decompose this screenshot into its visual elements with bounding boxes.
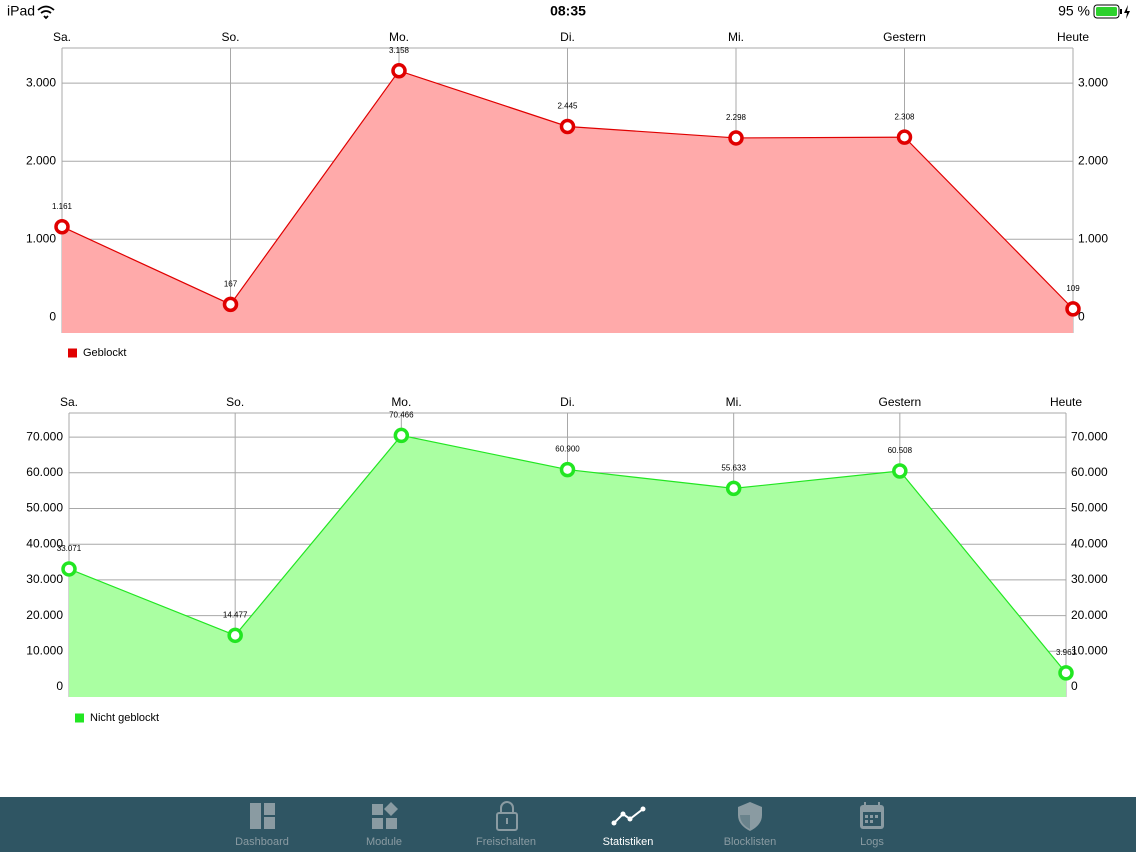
data-label: 109 — [1066, 284, 1080, 293]
x-tick-label: So. — [226, 395, 244, 409]
y-tick-label: 3.000 — [26, 75, 56, 89]
data-point — [1065, 301, 1081, 317]
data-label: 3.158 — [389, 46, 410, 55]
y-tick-label: 40.000 — [26, 536, 63, 550]
data-label: 2.298 — [726, 113, 747, 122]
tab-label[interactable]: Statistiken — [603, 836, 654, 848]
x-tick-label: Gestern — [878, 395, 921, 409]
y-tick-label-right: 1.000 — [1078, 231, 1108, 245]
shield-icon — [738, 802, 762, 831]
data-label: 33.071 — [57, 544, 82, 553]
y-tick-label-right: 70.000 — [1071, 429, 1108, 443]
y-tick-label: 10.000 — [26, 643, 63, 657]
tab-label[interactable]: Dashboard — [235, 836, 289, 848]
tab-label[interactable]: Module — [366, 836, 402, 848]
x-tick-label: Di. — [560, 395, 575, 409]
y-tick-label-right: 20.000 — [1071, 608, 1108, 622]
unlock-icon — [496, 801, 518, 831]
data-point — [725, 480, 742, 497]
y-tick-label-right: 10.000 — [1071, 643, 1108, 657]
data-label: 70.466 — [389, 411, 414, 420]
y-tick-label-right: 2.000 — [1078, 153, 1108, 167]
x-tick-label: Heute — [1050, 395, 1082, 409]
chart: Sa. So. Mo. Di. Mi. Gestern Heute 0 0 1.000 1.000 2… — [26, 30, 1108, 359]
tab-label[interactable]: Blocklisten — [724, 836, 777, 848]
data-label: 167 — [224, 279, 238, 288]
area-fill — [69, 435, 1066, 697]
y-tick-label-right: 0 — [1071, 679, 1078, 693]
data-point — [1058, 665, 1074, 681]
x-tick-label: Gestern — [883, 30, 926, 44]
data-label: 60.900 — [555, 445, 580, 454]
y-tick-label: 30.000 — [26, 572, 63, 586]
data-point — [896, 129, 913, 145]
y-tick-label: 0 — [49, 310, 56, 324]
tab-label[interactable]: Logs — [860, 836, 884, 848]
y-tick-label-right: 3.000 — [1078, 75, 1108, 89]
y-tick-label-right: 60.000 — [1071, 465, 1108, 479]
logs-icon — [860, 802, 884, 829]
y-tick-label: 0 — [56, 679, 63, 693]
tab-label[interactable]: Freischalten — [476, 836, 536, 848]
chart: Sa. So. Mo. Di. Mi. Gestern Heute 0 0 10.000 10.00… — [26, 395, 1108, 724]
battery-icon — [1093, 4, 1130, 19]
data-label: 14.477 — [223, 610, 248, 619]
x-tick-label: Mo. — [391, 395, 411, 409]
module-icon — [372, 802, 398, 829]
x-tick-label: So. — [221, 30, 239, 44]
x-tick-label: Heute — [1057, 30, 1089, 44]
data-point — [227, 627, 243, 644]
y-tick-label-right: 0 — [1078, 310, 1085, 324]
x-tick-label: Di. — [560, 30, 575, 44]
data-point — [728, 130, 744, 146]
x-tick-label: Sa. — [60, 395, 78, 409]
stats-icon — [611, 806, 646, 826]
legend-swatch — [75, 713, 84, 723]
tab-icons — [250, 801, 884, 831]
y-tick-label: 2.000 — [26, 153, 56, 167]
data-point — [54, 218, 70, 235]
y-tick-label-right: 50.000 — [1071, 501, 1108, 515]
x-tick-label: Mo. — [389, 30, 409, 44]
data-label: 2.308 — [894, 112, 915, 121]
data-point — [559, 118, 576, 135]
wifi-icon — [37, 5, 55, 20]
data-label: 3.963 — [1056, 648, 1077, 657]
x-tick-label: Mi. — [728, 30, 744, 44]
dashboard-icon — [250, 803, 275, 829]
data-point — [61, 561, 77, 577]
device-name: iPad — [7, 3, 35, 19]
legend-swatch — [68, 348, 77, 358]
data-point — [559, 461, 576, 478]
y-tick-label: 60.000 — [26, 465, 63, 479]
data-point — [892, 463, 908, 479]
x-tick-label: Mi. — [726, 395, 742, 409]
legend-label: Nicht geblockt — [90, 712, 159, 724]
data-label: 2.445 — [557, 102, 578, 111]
data-label: 60.508 — [888, 446, 913, 455]
data-point — [222, 296, 239, 313]
y-tick-label: 50.000 — [26, 501, 63, 515]
x-tick-label: Sa. — [53, 30, 71, 44]
area-fill — [62, 70, 1073, 334]
data-point — [391, 63, 407, 79]
battery-level: 95 % — [1058, 3, 1090, 19]
y-tick-label: 1.000 — [26, 231, 56, 245]
y-tick-label-right: 30.000 — [1071, 572, 1108, 586]
y-tick-label: 70.000 — [26, 429, 63, 443]
y-tick-label-right: 40.000 — [1071, 536, 1108, 550]
data-label: 55.633 — [721, 463, 746, 472]
data-label: 1.161 — [52, 202, 73, 211]
clock: 08:35 — [550, 3, 586, 19]
data-point — [393, 427, 410, 444]
tab-bar — [0, 797, 1136, 852]
legend-label: Geblockt — [83, 347, 126, 359]
y-tick-label: 20.000 — [26, 608, 63, 622]
